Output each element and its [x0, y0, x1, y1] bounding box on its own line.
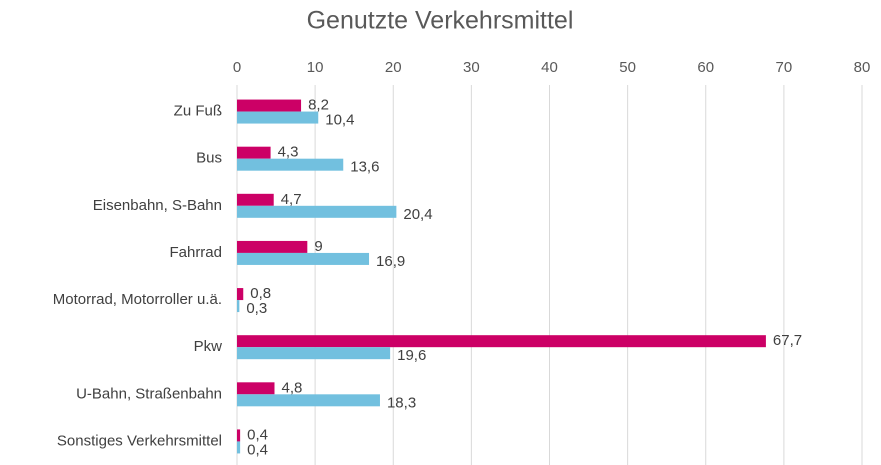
bar [237, 146, 271, 159]
data-label: 9 [314, 238, 322, 255]
x-tick-label: 10 [307, 59, 324, 76]
data-label: 8,2 [308, 97, 329, 114]
bar [237, 335, 766, 348]
bar [237, 240, 308, 253]
data-label: 20,4 [403, 206, 432, 223]
bar [237, 347, 391, 360]
x-tick-label: 20 [385, 59, 402, 76]
bar [237, 429, 241, 442]
data-label: 4,3 [278, 144, 299, 161]
bar [237, 252, 370, 265]
bar [237, 382, 275, 395]
x-tick-label: 60 [697, 59, 714, 76]
bar [237, 288, 244, 301]
bar [237, 300, 240, 313]
data-label: 0,4 [247, 426, 268, 443]
data-label: 4,7 [281, 191, 302, 208]
data-label: 67,7 [773, 332, 802, 349]
y-tick-label: U-Bahn, Straßenbahn [76, 385, 222, 402]
y-tick-label: Eisenbahn, S-Bahn [93, 197, 222, 214]
chart-title: Genutzte Verkehrsmittel [307, 7, 574, 35]
bar [237, 394, 380, 407]
x-tick-label: 30 [463, 59, 480, 76]
y-tick-label: Sonstiges Verkehrsmittel [57, 432, 222, 449]
data-label: 4,8 [282, 379, 303, 396]
data-label: 19,6 [397, 347, 426, 364]
bar [237, 205, 397, 218]
y-tick-label: Zu Fuß [174, 103, 222, 120]
bar [237, 441, 241, 454]
data-label: 16,9 [376, 253, 405, 270]
data-label: 0,8 [250, 285, 271, 302]
data-label: 18,3 [387, 394, 416, 411]
x-tick-label: 0 [233, 59, 241, 76]
y-tick-label: Bus [196, 150, 222, 167]
x-tick-label: 70 [776, 59, 793, 76]
x-tick-label: 40 [541, 59, 558, 76]
bar [237, 99, 302, 112]
bar [237, 193, 274, 206]
data-label: 13,6 [350, 159, 379, 176]
x-tick-label: 80 [854, 59, 871, 76]
y-tick-label: Motorrad, Motorroller u.ä. [53, 291, 222, 308]
data-label: 0,4 [247, 441, 268, 458]
x-tick-label: 50 [619, 59, 636, 76]
bar [237, 158, 344, 171]
bar [237, 111, 319, 124]
y-tick-label: Fahrrad [169, 244, 222, 261]
data-label: 0,3 [246, 300, 267, 317]
data-label: 10,4 [325, 112, 354, 129]
y-tick-label: Pkw [194, 338, 223, 355]
